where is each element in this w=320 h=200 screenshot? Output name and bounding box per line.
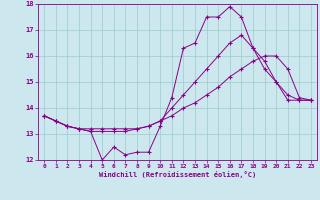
X-axis label: Windchill (Refroidissement éolien,°C): Windchill (Refroidissement éolien,°C) — [99, 171, 256, 178]
